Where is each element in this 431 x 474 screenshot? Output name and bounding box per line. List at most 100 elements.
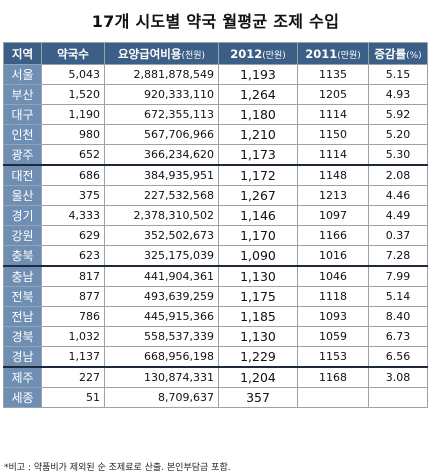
header-2012: 2012(만원) [218,42,298,65]
region-cell: 전남 [3,306,42,327]
benefit-cost-cell: 493,639,259 [104,286,219,307]
benefit-cost-cell: 130,874,331 [104,366,219,388]
benefit-cost-cell: 384,935,951 [104,164,219,186]
region-cell: 제주 [3,366,42,388]
region-cell: 충남 [3,265,42,287]
region-cell: 부산 [3,84,42,105]
table-row: 부산 1,520 920,333,110 1,264 1205 4.93 [3,84,428,105]
change-rate-cell: 6.56 [368,346,428,368]
table-body: 서울 5,043 2,881,878,549 1,193 1135 5.15 부산 1,520… [3,64,428,408]
table-row: 광주 652 366,234,620 1,173 1114 5.30 [3,144,428,166]
benefit-cost-cell: 8,709,637 [104,387,219,408]
revenue-2012-cell: 1,264 [218,84,298,105]
region-cell: 광주 [3,144,42,166]
table-header-row: 지역 약국수 요양급여비용(천원) 2012(만원) 2011(만원) 증감률(… [3,42,428,65]
change-rate-cell: 5.30 [368,144,428,166]
revenue-2011-cell: 1046 [297,265,369,287]
region-cell: 경북 [3,326,42,347]
region-cell: 전북 [3,286,42,307]
header-cost-unit: (천원) [181,50,206,61]
pharmacy-count-cell: 5,043 [41,64,105,85]
header-rate-unit: (%) [406,50,422,61]
pharmacy-count-cell: 375 [41,185,105,206]
header-region: 지역 [3,42,42,65]
revenue-2011-cell: 1166 [297,225,369,246]
benefit-cost-cell: 2,881,878,549 [104,64,219,85]
change-rate-cell [368,387,428,408]
header-2011-label: 2011 [305,46,338,61]
revenue-2011-cell: 1135 [297,64,369,85]
benefit-cost-cell: 2,378,310,502 [104,205,219,226]
header-rate: 증감률(%) [368,42,428,65]
table-row: 서울 5,043 2,881,878,549 1,193 1135 5.15 [3,64,428,85]
revenue-2011-cell: 1153 [297,346,369,368]
benefit-cost-cell: 227,532,568 [104,185,219,206]
revenue-2011-cell: 1205 [297,84,369,105]
header-cost-label: 요양급여비용 [117,46,182,61]
change-rate-cell: 5.15 [368,64,428,85]
benefit-cost-cell: 352,502,673 [104,225,219,246]
pharmacy-count-cell: 877 [41,286,105,307]
header-2011: 2011(만원) [297,42,369,65]
pharmacy-count-cell: 4,333 [41,205,105,226]
table-row: 세종 51 8,709,637 357 [3,387,428,408]
change-rate-cell: 0.37 [368,225,428,246]
revenue-2012-cell: 1,210 [218,124,298,145]
pharmacy-count-cell: 1,190 [41,104,105,125]
revenue-2012-cell: 1,146 [218,205,298,226]
region-cell: 대구 [3,104,42,125]
header-2012-label: 2012 [230,46,263,61]
table-row: 경북 1,032 558,537,339 1,130 1059 6.73 [3,326,428,347]
header-2012-unit: (만원) [262,50,286,61]
region-cell: 인천 [3,124,42,145]
revenue-2012-cell: 1,204 [218,366,298,388]
pharmacy-count-cell: 623 [41,245,105,267]
table-row: 인천 980 567,706,966 1,210 1150 5.20 [3,124,428,145]
revenue-2012-cell: 1,130 [218,265,298,287]
revenue-2012-cell: 1,173 [218,144,298,166]
revenue-2012-cell: 1,172 [218,164,298,186]
pharmacy-count-cell: 1,520 [41,84,105,105]
table-row: 충남 817 441,904,361 1,130 1046 7.99 [3,265,428,287]
revenue-2011-cell: 1213 [297,185,369,206]
pharmacy-count-cell: 1,137 [41,346,105,368]
table-row: 제주 227 130,874,331 1,204 1168 3.08 [3,366,428,388]
revenue-2012-cell: 1,175 [218,286,298,307]
revenue-2011-cell: 1114 [297,104,369,125]
pharmacy-count-cell: 980 [41,124,105,145]
change-rate-cell: 8.40 [368,306,428,327]
change-rate-cell: 5.20 [368,124,428,145]
change-rate-cell: 2.08 [368,164,428,186]
pharmacy-count-cell: 629 [41,225,105,246]
table-row: 울산 375 227,532,568 1,267 1213 4.46 [3,185,428,206]
benefit-cost-cell: 920,333,110 [104,84,219,105]
revenue-2011-cell: 1150 [297,124,369,145]
revenue-2012-cell: 1,180 [218,104,298,125]
revenue-2012-cell: 1,170 [218,225,298,246]
revenue-2011-cell: 1168 [297,366,369,388]
table-row: 경기 4,333 2,378,310,502 1,146 1097 4.49 [3,205,428,226]
revenue-2012-cell: 357 [218,387,298,408]
change-rate-cell: 4.49 [368,205,428,226]
pharmacy-count-cell: 817 [41,265,105,287]
table-row: 경남 1,137 668,956,198 1,229 1153 6.56 [3,346,428,368]
page-title: 17개 시도별 약국 월평균 조제 수입 [91,12,340,31]
region-cell: 서울 [3,64,42,85]
revenue-2012-cell: 1,267 [218,185,298,206]
region-cell: 경남 [3,346,42,368]
benefit-cost-cell: 567,706,966 [104,124,219,145]
benefit-cost-cell: 441,904,361 [104,265,219,287]
pharmacy-count-cell: 786 [41,306,105,327]
revenue-2011-cell: 1097 [297,205,369,226]
benefit-cost-cell: 668,956,198 [104,346,219,368]
revenue-2012-cell: 1,229 [218,346,298,368]
change-rate-cell: 5.92 [368,104,428,125]
pharmacy-count-cell: 51 [41,387,105,408]
region-cell: 울산 [3,185,42,206]
table-row: 전북 877 493,639,259 1,175 1118 5.14 [3,286,428,307]
pharmacy-count-cell: 227 [41,366,105,388]
revenue-2012-cell: 1,130 [218,326,298,347]
region-cell: 세종 [3,387,42,408]
region-cell: 대전 [3,164,42,186]
benefit-cost-cell: 366,234,620 [104,144,219,166]
